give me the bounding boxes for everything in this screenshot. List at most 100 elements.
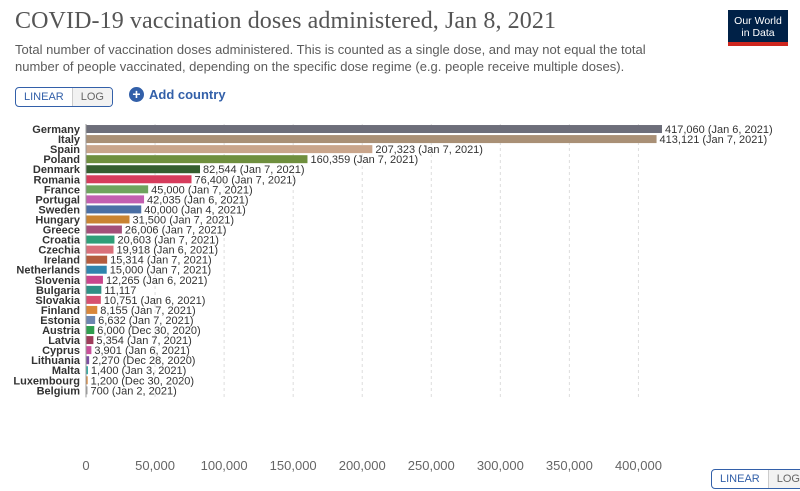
x-scale-log-button[interactable]: LOG bbox=[768, 470, 800, 488]
category-label: Spain bbox=[50, 144, 80, 156]
bar bbox=[86, 356, 90, 365]
x-tick-label: 100,000 bbox=[201, 458, 248, 473]
bar bbox=[86, 215, 130, 224]
bar bbox=[86, 305, 98, 314]
category-label: Czechia bbox=[38, 245, 80, 257]
category-label: Romania bbox=[34, 174, 81, 186]
category-label: Greece bbox=[43, 225, 80, 237]
category-label: Hungary bbox=[35, 214, 81, 226]
category-label: Croatia bbox=[42, 235, 81, 247]
add-country-label: Add country bbox=[149, 87, 226, 102]
value-label: 207,323 (Jan 7, 2021) bbox=[375, 144, 483, 156]
logo-line-1: Our World bbox=[734, 15, 782, 27]
category-label: Belgium bbox=[37, 385, 81, 397]
bar bbox=[86, 195, 145, 204]
x-tick-label: 400,000 bbox=[615, 458, 662, 473]
category-label: Bulgaria bbox=[36, 285, 81, 297]
category-label: Austria bbox=[42, 325, 81, 337]
category-label: France bbox=[44, 184, 80, 196]
value-label: 5,354 (Jan 7, 2021) bbox=[96, 335, 191, 347]
value-label: 8,155 (Jan 7, 2021) bbox=[100, 305, 195, 317]
x-tick-label: 200,000 bbox=[339, 458, 386, 473]
plus-circle-icon: + bbox=[129, 87, 144, 102]
value-label: 6,632 (Jan 7, 2021) bbox=[98, 315, 193, 327]
value-label: 413,121 (Jan 7, 2021) bbox=[660, 134, 768, 146]
add-country-button[interactable]: + Add country bbox=[129, 87, 226, 102]
category-label: Lithuania bbox=[31, 355, 81, 367]
x-tick-label: 0 bbox=[82, 458, 89, 473]
value-label: 45,000 (Jan 7, 2021) bbox=[151, 184, 253, 196]
bar bbox=[86, 135, 657, 144]
value-label: 42,035 (Jan 6, 2021) bbox=[147, 194, 249, 206]
value-label: 40,000 (Jan 4, 2021) bbox=[144, 204, 246, 216]
value-label: 19,918 (Jan 6, 2021) bbox=[117, 245, 219, 257]
value-label: 11,117 bbox=[104, 285, 136, 297]
category-label: Latvia bbox=[48, 335, 81, 347]
category-label: Slovakia bbox=[35, 295, 81, 307]
category-label: Poland bbox=[43, 154, 80, 166]
value-label: 417,060 (Jan 6, 2021) bbox=[665, 124, 773, 136]
bar bbox=[86, 285, 102, 294]
value-label: 76,400 (Jan 7, 2021) bbox=[195, 174, 297, 186]
x-tick-label: 50,000 bbox=[135, 458, 175, 473]
x-tick-label: 350,000 bbox=[546, 458, 593, 473]
value-label: 82,544 (Jan 7, 2021) bbox=[203, 164, 305, 176]
category-label: Germany bbox=[32, 124, 81, 136]
category-label: Italy bbox=[58, 134, 81, 146]
category-label: Malta bbox=[52, 365, 81, 377]
category-label: Sweden bbox=[38, 204, 80, 216]
value-label: 15,314 (Jan 7, 2021) bbox=[110, 255, 212, 267]
value-label: 3,901 (Jan 6, 2021) bbox=[94, 345, 189, 357]
bar bbox=[86, 225, 122, 234]
value-label: 20,603 (Jan 7, 2021) bbox=[117, 235, 219, 247]
value-label: 2,270 (Dec 28, 2020) bbox=[92, 355, 195, 367]
category-label: Slovenia bbox=[35, 275, 81, 287]
bar bbox=[86, 295, 101, 304]
bar bbox=[86, 145, 373, 154]
bar bbox=[86, 185, 149, 194]
value-label: 26,006 (Jan 7, 2021) bbox=[125, 225, 227, 237]
value-label: 31,500 (Jan 7, 2021) bbox=[133, 214, 235, 226]
x-tick-label: 300,000 bbox=[477, 458, 524, 473]
value-label: 1,400 (Jan 3, 2021) bbox=[91, 365, 186, 377]
value-label: 15,000 (Jan 7, 2021) bbox=[110, 265, 212, 277]
bar bbox=[86, 366, 88, 375]
bar bbox=[86, 265, 107, 274]
x-tick-label: 150,000 bbox=[270, 458, 317, 473]
x-scale-linear-button[interactable]: LINEAR bbox=[712, 470, 769, 488]
category-label: Denmark bbox=[33, 164, 81, 176]
bar bbox=[86, 336, 94, 345]
bar bbox=[86, 165, 201, 174]
scale-toggle-top: LINEAR LOG bbox=[15, 87, 113, 107]
scale-log-button[interactable]: LOG bbox=[72, 88, 112, 106]
bar bbox=[86, 175, 192, 184]
scale-linear-button[interactable]: LINEAR bbox=[16, 88, 73, 106]
value-label: 160,359 (Jan 7, 2021) bbox=[310, 154, 418, 166]
value-label: 12,265 (Jan 6, 2021) bbox=[106, 275, 208, 287]
bar bbox=[86, 315, 96, 324]
bar bbox=[86, 155, 308, 164]
value-label: 10,751 (Jan 6, 2021) bbox=[104, 295, 206, 307]
bar bbox=[86, 376, 88, 385]
bar bbox=[86, 235, 115, 244]
bar bbox=[86, 386, 88, 395]
chart-title: COVID-19 vaccination doses administered,… bbox=[15, 8, 557, 34]
bar bbox=[86, 346, 92, 355]
category-label: Luxembourg bbox=[13, 375, 80, 387]
bar bbox=[86, 275, 103, 284]
bar bbox=[86, 125, 662, 134]
bar bbox=[86, 255, 108, 264]
scale-toggle-bottom: LINEAR LOG bbox=[711, 469, 800, 489]
bar bbox=[86, 326, 95, 335]
x-tick-label: 250,000 bbox=[408, 458, 455, 473]
category-label: Ireland bbox=[44, 255, 80, 267]
value-label: 700 (Jan 2, 2021) bbox=[91, 385, 177, 397]
category-label: Estonia bbox=[40, 315, 81, 327]
value-label: 6,000 (Dec 30, 2020) bbox=[97, 325, 200, 337]
logo-line-2: in Data bbox=[741, 27, 775, 39]
value-label: 1,200 (Dec 30, 2020) bbox=[91, 375, 194, 387]
chart-subtitle: Total number of vaccination doses admini… bbox=[15, 42, 646, 74]
category-label: Portugal bbox=[35, 194, 80, 206]
owid-logo[interactable]: Our World in Data bbox=[728, 10, 788, 46]
